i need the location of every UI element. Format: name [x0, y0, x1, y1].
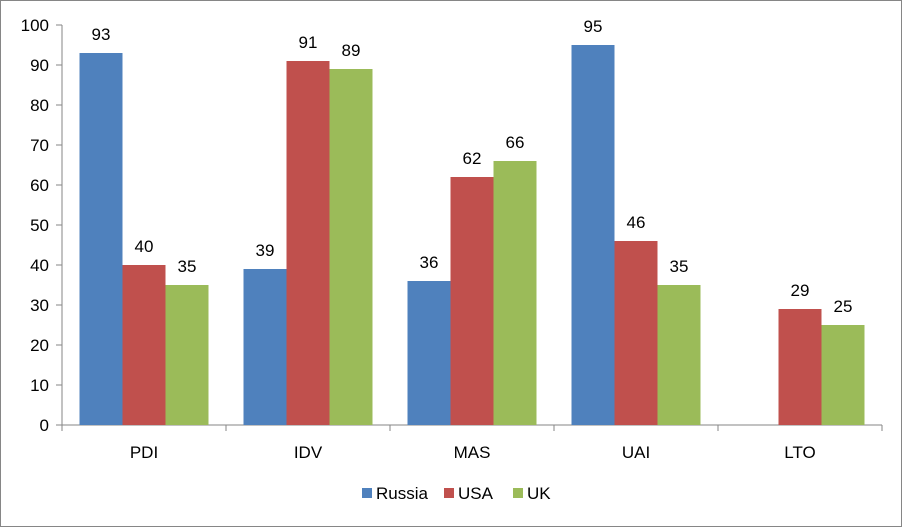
y-tick-label: 70 — [30, 136, 49, 155]
y-tick-label: 0 — [40, 416, 49, 435]
y-tick-label: 30 — [30, 296, 49, 315]
x-axis: PDI IDV MAS UAI LTO — [61, 424, 883, 462]
data-label: 39 — [256, 241, 275, 260]
bar-usa — [778, 309, 822, 425]
y-axis: 0 10 20 30 40 50 60 70 80 90 100 — [21, 16, 63, 435]
data-label: 93 — [92, 25, 111, 44]
bar-russia — [407, 281, 451, 425]
y-tick-label: 10 — [30, 376, 49, 395]
y-tick-label: 20 — [30, 336, 49, 355]
y-tick-label: 80 — [30, 96, 49, 115]
bar-usa — [450, 177, 494, 425]
bars — [79, 45, 865, 425]
data-label: 62 — [463, 149, 482, 168]
data-label: 29 — [791, 281, 810, 300]
x-tick-label: UAI — [622, 443, 650, 462]
bar-usa — [614, 241, 658, 425]
bar-uk — [493, 161, 537, 425]
legend-label: USA — [458, 484, 494, 503]
bar-russia — [243, 269, 287, 425]
data-label: 46 — [627, 213, 646, 232]
bar-russia — [79, 53, 123, 425]
data-labels: 93 39 36 95 40 91 62 46 29 35 89 66 35 25 — [92, 17, 853, 316]
y-tick-label: 40 — [30, 256, 49, 275]
x-tick-label: LTO — [784, 443, 816, 462]
x-tick-label: MAS — [454, 443, 491, 462]
data-label: 95 — [584, 17, 603, 36]
legend-swatch-usa — [444, 488, 454, 498]
legend-swatch-russia — [362, 488, 372, 498]
legend-swatch-uk — [513, 488, 523, 498]
data-label: 35 — [670, 257, 689, 276]
data-label: 40 — [135, 237, 154, 256]
bar-usa — [286, 61, 330, 425]
x-tick-label: PDI — [130, 443, 158, 462]
y-tick-label: 100 — [21, 16, 49, 35]
bar-uk — [657, 285, 701, 425]
bar-usa — [122, 265, 166, 425]
data-label: 25 — [834, 297, 853, 316]
data-label: 91 — [299, 33, 318, 52]
data-label: 35 — [178, 257, 197, 276]
bar-uk — [821, 325, 865, 425]
y-tick-label: 60 — [30, 176, 49, 195]
bar-russia — [571, 45, 615, 425]
data-label: 89 — [342, 41, 361, 60]
data-label: 36 — [420, 253, 439, 272]
legend-label: UK — [527, 484, 551, 503]
y-tick-label: 50 — [30, 216, 49, 235]
y-tick-label: 90 — [30, 56, 49, 75]
bar-uk — [329, 69, 373, 425]
x-tick-label: IDV — [294, 443, 323, 462]
data-label: 66 — [506, 133, 525, 152]
bar-uk — [165, 285, 209, 425]
legend: Russia USA UK — [362, 484, 551, 503]
legend-label: Russia — [376, 484, 429, 503]
